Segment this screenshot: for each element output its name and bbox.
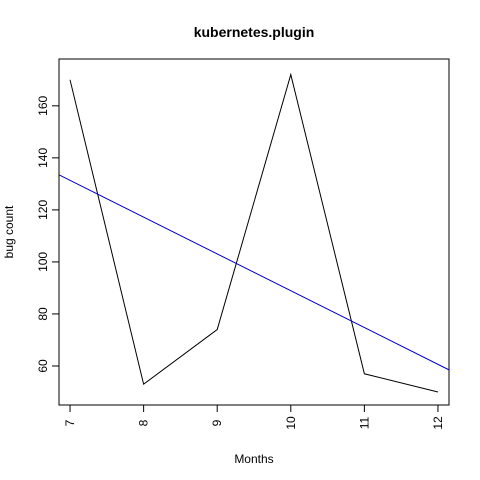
trend-line [58, 174, 450, 371]
x-axis-label: Months [234, 452, 273, 466]
series-line [69, 72, 439, 393]
y-axis: 60 80 100 120 140 160 [36, 95, 59, 373]
x-tick-label: 8 [137, 419, 151, 426]
plot-area [58, 58, 450, 406]
y-tick-label: 160 [36, 95, 50, 115]
y-tick-label: 60 [36, 359, 50, 373]
x-tick-label: 11 [357, 416, 371, 429]
chart-title: kubernetes.plugin [194, 24, 315, 40]
x-tick-label: 7 [63, 419, 77, 426]
x-tick-label: 10 [284, 416, 298, 430]
x-tick-label: 9 [210, 419, 224, 426]
y-tick-label: 80 [36, 307, 50, 321]
y-tick-label: 140 [36, 148, 50, 168]
x-axis: 7 8 9 10 11 12 [63, 405, 445, 430]
x-tick-label: 12 [431, 416, 445, 430]
y-tick-label: 120 [36, 200, 50, 220]
y-axis-label: bug count [2, 205, 16, 258]
y-tick-label: 100 [36, 252, 50, 272]
series-layer [58, 72, 450, 393]
